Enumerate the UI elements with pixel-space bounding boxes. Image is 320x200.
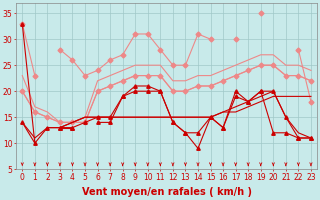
- X-axis label: Vent moyen/en rafales ( km/h ): Vent moyen/en rafales ( km/h ): [82, 187, 252, 197]
